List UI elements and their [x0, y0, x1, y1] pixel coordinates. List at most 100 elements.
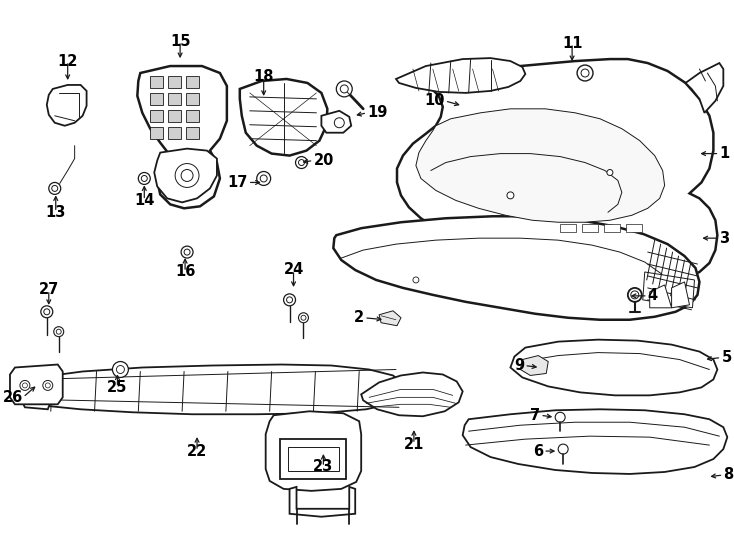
Circle shape: [175, 164, 199, 187]
Polygon shape: [186, 127, 199, 139]
Text: 20: 20: [313, 153, 334, 168]
Text: 21: 21: [404, 437, 424, 451]
Text: 11: 11: [562, 36, 582, 51]
Text: 9: 9: [515, 358, 524, 373]
Polygon shape: [604, 224, 620, 232]
Circle shape: [628, 288, 642, 302]
Circle shape: [413, 277, 419, 283]
Circle shape: [181, 170, 193, 181]
Text: 4: 4: [647, 288, 658, 303]
Circle shape: [184, 249, 190, 255]
Circle shape: [138, 172, 150, 185]
Polygon shape: [25, 364, 403, 414]
Circle shape: [577, 65, 593, 81]
Circle shape: [48, 183, 61, 194]
Polygon shape: [47, 85, 87, 126]
Polygon shape: [626, 224, 642, 232]
Circle shape: [54, 327, 64, 336]
Polygon shape: [240, 79, 327, 156]
Polygon shape: [186, 110, 199, 122]
Circle shape: [112, 362, 128, 377]
Polygon shape: [396, 58, 526, 93]
Text: 15: 15: [170, 33, 190, 49]
Polygon shape: [672, 282, 689, 308]
Polygon shape: [186, 76, 199, 88]
Polygon shape: [168, 76, 181, 88]
Polygon shape: [288, 447, 339, 471]
Polygon shape: [150, 93, 163, 105]
Polygon shape: [510, 340, 717, 395]
Polygon shape: [379, 311, 401, 326]
Polygon shape: [560, 224, 576, 232]
Polygon shape: [150, 127, 163, 139]
Text: 16: 16: [175, 265, 195, 280]
Text: 1: 1: [719, 146, 730, 161]
Circle shape: [558, 444, 568, 454]
Text: 22: 22: [187, 443, 207, 458]
Text: 3: 3: [719, 231, 730, 246]
Text: 18: 18: [253, 70, 274, 84]
Circle shape: [57, 329, 61, 334]
Text: 19: 19: [367, 105, 388, 120]
Circle shape: [257, 172, 271, 185]
Polygon shape: [21, 374, 51, 409]
Circle shape: [41, 306, 53, 318]
Circle shape: [341, 85, 348, 93]
Circle shape: [631, 291, 639, 299]
Polygon shape: [333, 217, 700, 320]
Circle shape: [260, 175, 267, 182]
Text: 24: 24: [283, 262, 304, 278]
Polygon shape: [361, 373, 462, 416]
Circle shape: [299, 159, 305, 166]
Text: 23: 23: [313, 460, 333, 475]
Text: 6: 6: [533, 443, 543, 458]
Polygon shape: [582, 224, 598, 232]
Polygon shape: [416, 109, 664, 222]
Circle shape: [46, 383, 50, 388]
Polygon shape: [266, 411, 361, 491]
Polygon shape: [137, 66, 227, 208]
Text: 2: 2: [354, 310, 364, 325]
Text: 14: 14: [134, 193, 154, 208]
Circle shape: [296, 157, 308, 168]
Polygon shape: [150, 110, 163, 122]
Polygon shape: [643, 272, 694, 308]
Circle shape: [299, 313, 308, 323]
Polygon shape: [462, 409, 727, 474]
Circle shape: [44, 309, 50, 315]
Circle shape: [301, 315, 306, 320]
Polygon shape: [168, 110, 181, 122]
Text: 13: 13: [46, 205, 66, 220]
Circle shape: [117, 366, 124, 374]
Circle shape: [43, 381, 53, 390]
Circle shape: [555, 412, 565, 422]
Text: 10: 10: [424, 93, 445, 109]
Circle shape: [581, 69, 589, 77]
Polygon shape: [397, 59, 717, 284]
Circle shape: [507, 192, 514, 199]
Polygon shape: [289, 487, 355, 517]
Polygon shape: [154, 148, 217, 202]
Polygon shape: [280, 439, 346, 479]
Circle shape: [607, 170, 613, 176]
Polygon shape: [520, 355, 548, 375]
Text: 8: 8: [723, 468, 733, 482]
Polygon shape: [686, 63, 723, 113]
Circle shape: [142, 176, 148, 181]
Polygon shape: [650, 285, 672, 308]
Polygon shape: [168, 127, 181, 139]
Text: 25: 25: [107, 380, 128, 395]
Circle shape: [336, 81, 352, 97]
Text: 27: 27: [39, 282, 59, 298]
Text: 12: 12: [57, 53, 78, 69]
Polygon shape: [10, 364, 62, 404]
Circle shape: [52, 185, 58, 191]
Circle shape: [283, 294, 296, 306]
Circle shape: [286, 297, 293, 303]
Circle shape: [334, 118, 344, 128]
Circle shape: [23, 383, 27, 388]
Polygon shape: [186, 93, 199, 105]
Polygon shape: [321, 111, 352, 133]
Circle shape: [181, 246, 193, 258]
Text: 26: 26: [3, 390, 23, 405]
